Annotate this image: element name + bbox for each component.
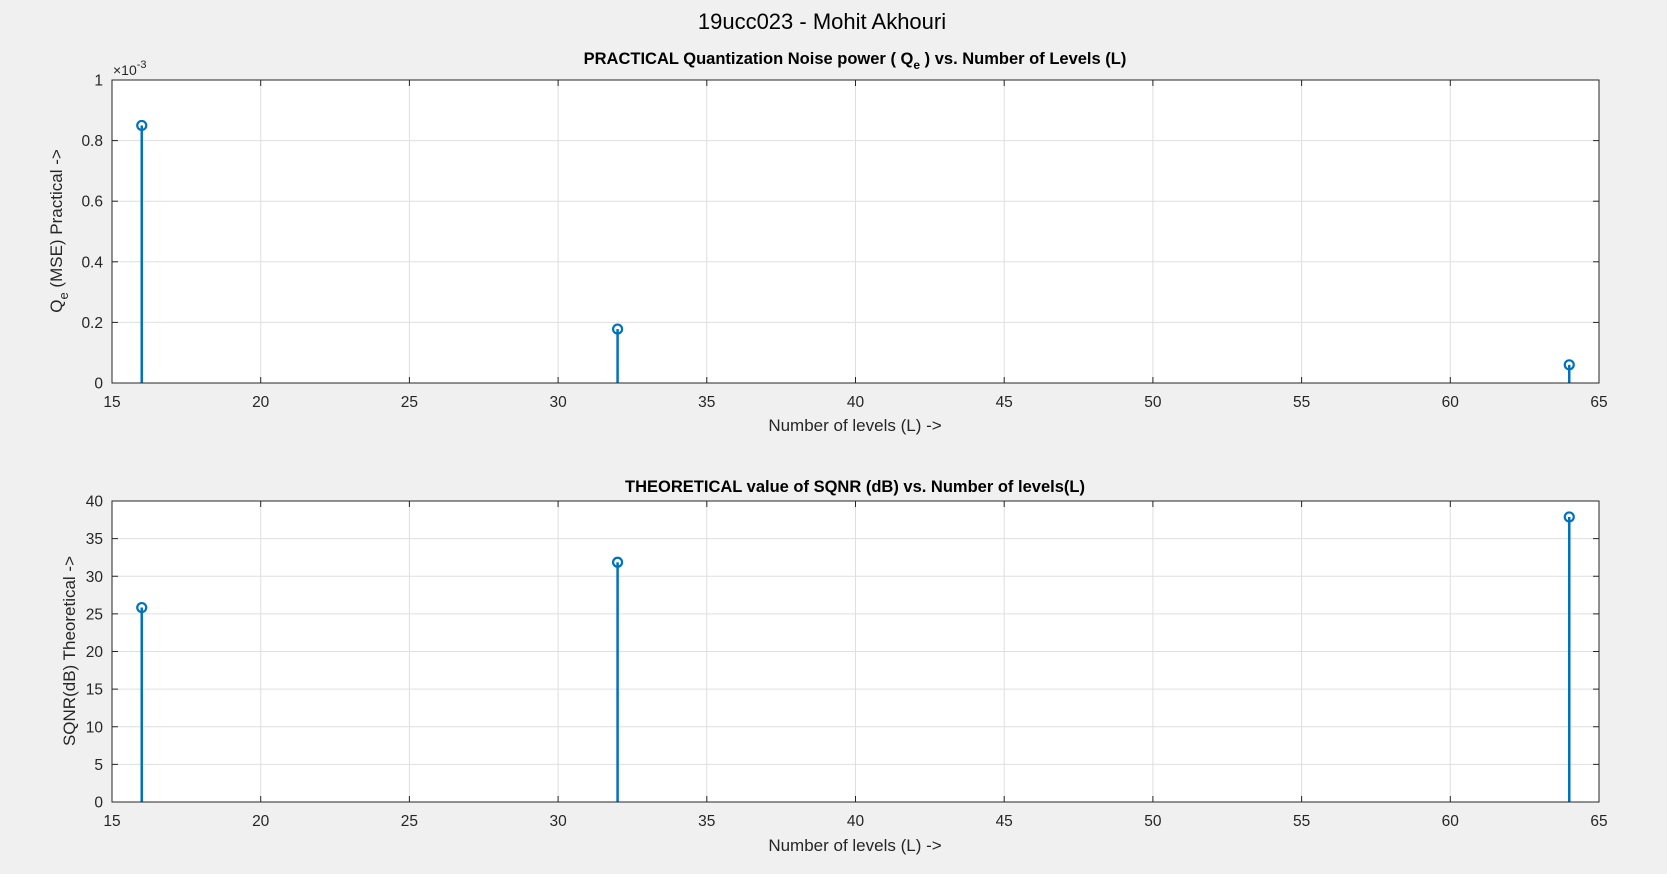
y-axis-label-practical: Qe (MSE) Practical -> bbox=[47, 149, 71, 313]
stems-theoretical bbox=[136, 511, 1575, 802]
y-tick-label: 35 bbox=[86, 531, 103, 548]
y-tick-label: 0.4 bbox=[81, 254, 103, 271]
stem-marker bbox=[136, 601, 148, 614]
y-tick-label: 0.8 bbox=[81, 133, 103, 150]
x-tick-label: 65 bbox=[1590, 394, 1607, 411]
x-tick-label: 25 bbox=[401, 394, 418, 411]
x-tick-label: 55 bbox=[1293, 394, 1310, 411]
x-axis-label-theoretical: Number of levels (L) -> bbox=[768, 836, 941, 855]
stem-marker bbox=[611, 556, 624, 568]
x-tick-label: 35 bbox=[698, 813, 715, 830]
stems-practical bbox=[136, 119, 1575, 383]
stem-marker bbox=[611, 323, 624, 335]
x-tick-label: 50 bbox=[1144, 813, 1162, 830]
stem-marker bbox=[1563, 359, 1575, 371]
x-tick-label: 60 bbox=[1442, 813, 1460, 830]
x-tick-label: 15 bbox=[103, 394, 120, 411]
x-tick-label: 40 bbox=[847, 813, 865, 830]
axes-theoretical-sqnr: 15 20 25 30 35 40 45 50 55 60 65 0 5 10 15 20 25 30 35 40 T… bbox=[60, 478, 1608, 855]
stem-marker bbox=[136, 119, 148, 132]
x-tick-label: 15 bbox=[103, 813, 120, 830]
y-tick-label: 20 bbox=[86, 644, 104, 661]
x-tick-label: 35 bbox=[698, 394, 715, 411]
y-tick-label: 15 bbox=[86, 682, 103, 699]
x-tick-label: 20 bbox=[252, 394, 270, 411]
y-tick-label: 30 bbox=[86, 569, 104, 586]
y-exponent-label-practical: ×10-3 bbox=[113, 59, 147, 78]
x-tick-label: 60 bbox=[1442, 394, 1460, 411]
y-tick-label: 0.6 bbox=[81, 194, 103, 211]
y-tick-label: 0.2 bbox=[81, 315, 103, 332]
y-tick-label: 0 bbox=[94, 376, 103, 393]
stem-marker bbox=[1563, 511, 1575, 523]
y-tick-label: 10 bbox=[86, 719, 104, 736]
y-tick-label: 0 bbox=[94, 795, 103, 812]
x-tick-label: 30 bbox=[549, 813, 567, 830]
x-tick-label: 50 bbox=[1144, 394, 1162, 411]
y-tick-label: 40 bbox=[86, 494, 104, 511]
x-axis-label-practical: Number of levels (L) -> bbox=[768, 416, 941, 435]
y-tick-label: 5 bbox=[94, 757, 103, 774]
y-tick-label: 1 bbox=[94, 73, 103, 90]
x-tick-label: 40 bbox=[847, 394, 865, 411]
x-tick-label: 25 bbox=[401, 813, 418, 830]
x-tick-label: 30 bbox=[549, 394, 567, 411]
ticks-theoretical: 15 20 25 30 35 40 45 50 55 60 65 0 5 10 15 20 25 30 35 40 bbox=[86, 494, 1608, 831]
x-tick-label: 45 bbox=[996, 394, 1013, 411]
x-tick-label: 65 bbox=[1590, 813, 1607, 830]
x-tick-label: 20 bbox=[252, 813, 270, 830]
x-tick-label: 55 bbox=[1293, 813, 1310, 830]
y-tick-label: 25 bbox=[86, 606, 103, 623]
axes-practical-noise: 15 20 25 30 35 40 45 50 55 60 65 0 0.2 0.4 0.6 0.8 1 PRA… bbox=[47, 50, 1608, 435]
y-axis-label-theoretical: SQNR(dB) Theoretical -> bbox=[60, 556, 79, 746]
ticks-practical: 15 20 25 30 35 40 45 50 55 60 65 0 0.2 0.4 0.6 0.8 1 bbox=[81, 73, 1607, 412]
axes-title-theoretical: THEORETICAL value of SQNR (dB) vs. Numbe… bbox=[625, 478, 1085, 496]
axes-title-practical: PRACTICAL Quantization Noise power ( Qe … bbox=[584, 50, 1127, 72]
figure-title: 19ucc023 - Mohit Akhouri bbox=[698, 9, 946, 34]
x-tick-label: 45 bbox=[996, 813, 1013, 830]
